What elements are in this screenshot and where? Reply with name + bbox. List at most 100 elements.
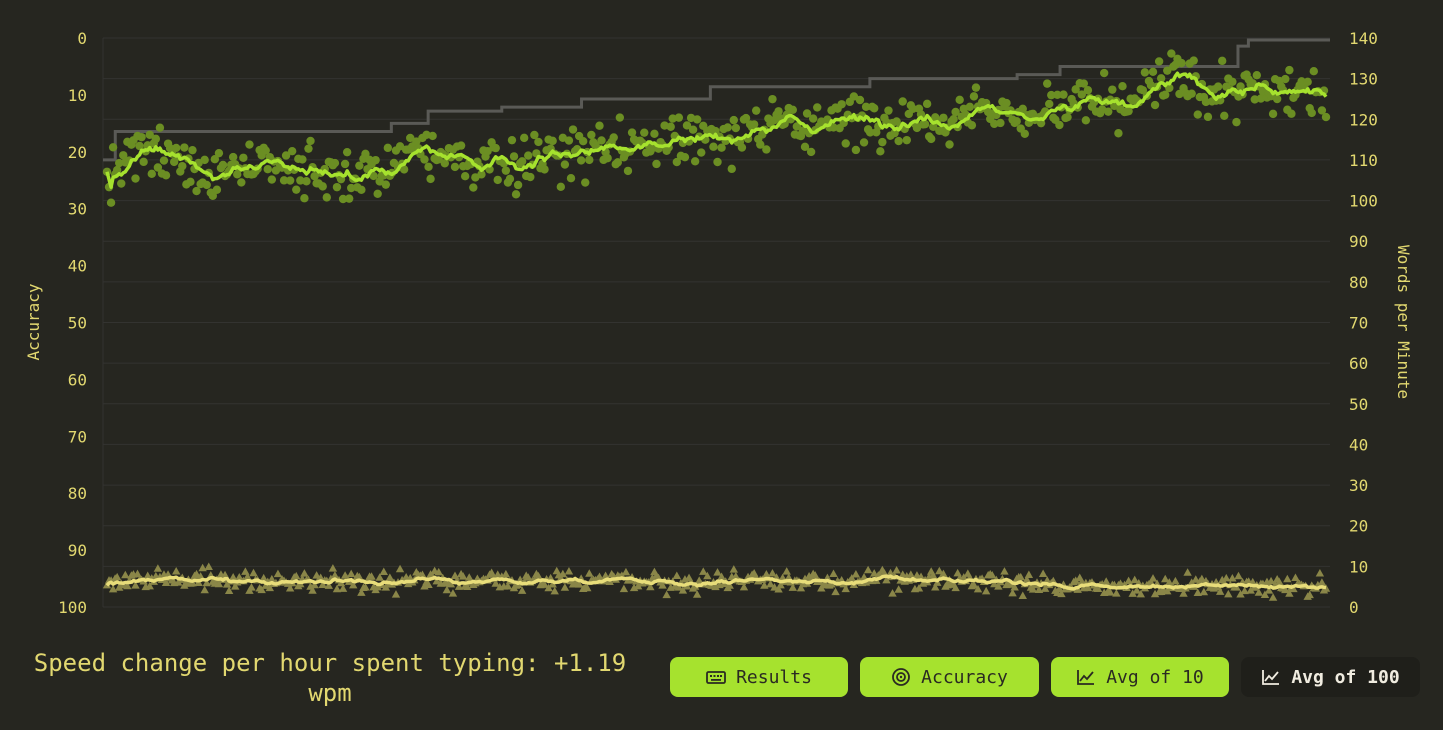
accuracy-point xyxy=(115,583,124,591)
wpm-point xyxy=(890,128,899,138)
avg-of-10-button[interactable]: Avg of 10 xyxy=(1051,657,1229,697)
accuracy-point xyxy=(796,583,806,592)
accuracy-point xyxy=(939,569,948,578)
wpm-point xyxy=(652,159,661,169)
accuracy-point xyxy=(418,570,427,579)
wpm-point xyxy=(304,144,313,153)
accuracy-point xyxy=(672,571,682,580)
wpm-point xyxy=(306,136,315,146)
accuracy-point xyxy=(347,569,356,578)
accuracy-point xyxy=(782,567,791,575)
accuracy-button[interactable]: Accuracy xyxy=(860,657,1039,697)
accuracy-point xyxy=(564,566,574,575)
accuracy-point xyxy=(1148,574,1158,582)
results-button[interactable]: Results xyxy=(670,657,848,697)
accuracy-point xyxy=(432,576,441,585)
accuracy-point xyxy=(338,584,348,592)
wpm-point xyxy=(1303,77,1312,87)
wpm-point xyxy=(878,137,887,147)
accuracy-point xyxy=(316,573,325,582)
accuracy-point xyxy=(1260,590,1270,598)
accuracy-point xyxy=(886,568,895,577)
accuracy-point xyxy=(1274,577,1284,585)
wpm-point xyxy=(477,170,486,179)
accuracy-point xyxy=(273,569,283,578)
accuracy-point xyxy=(133,569,142,578)
wpm-point xyxy=(1281,74,1290,84)
accuracy-point xyxy=(442,585,452,594)
wpm-point xyxy=(1150,100,1160,110)
wpm-average-polyline xyxy=(105,71,1328,189)
left-tick-label: 80 xyxy=(68,484,87,503)
accuracy-point xyxy=(220,570,230,579)
wpm-point xyxy=(741,113,751,123)
wpm-point xyxy=(1236,82,1245,91)
accuracy-point xyxy=(847,573,857,582)
wpm-point xyxy=(310,172,319,181)
wpm-point xyxy=(501,166,511,175)
wpm-point xyxy=(1285,65,1294,75)
wpm-point xyxy=(202,180,211,190)
accuracy-point xyxy=(241,567,250,575)
accuracy-point xyxy=(739,582,749,591)
wpm-point xyxy=(505,174,515,184)
wpm-point xyxy=(560,160,570,169)
left-axis-title: Accuracy xyxy=(24,283,43,360)
accuracy-point xyxy=(929,571,938,579)
wpm-point xyxy=(245,140,254,149)
wpm-point xyxy=(371,155,380,165)
wpm-point xyxy=(530,130,539,140)
right-tick-label: 0 xyxy=(1349,598,1359,617)
accuracy-point xyxy=(379,567,388,576)
wpm-point xyxy=(792,122,802,131)
target-icon xyxy=(892,668,911,686)
avg-of-100-button-label: Avg of 100 xyxy=(1291,666,1400,688)
wpm-points xyxy=(102,49,1331,207)
wpm-point xyxy=(813,103,822,112)
accuracy-point xyxy=(916,572,926,580)
wpm-point xyxy=(491,143,500,153)
wpm-point xyxy=(1309,66,1318,76)
wpm-point xyxy=(281,151,291,160)
wpm-point xyxy=(214,148,224,158)
wpm-point xyxy=(597,136,606,145)
wpm-point xyxy=(627,128,637,137)
wpm-point xyxy=(155,123,165,132)
wpm-point xyxy=(737,143,747,152)
accuracy-point xyxy=(487,568,496,576)
wpm-point xyxy=(338,194,348,204)
accuracy-point xyxy=(1215,587,1225,595)
wpm-point xyxy=(967,121,977,130)
accuracy-point xyxy=(145,581,154,590)
accuracy-point xyxy=(990,579,999,588)
wpm-point xyxy=(469,183,478,192)
left-axis-ticks: 0 10 20 30 40 50 60 70 80 90 100 xyxy=(58,29,87,617)
accuracy-point xyxy=(259,573,268,582)
accuracy-point xyxy=(1006,580,1015,588)
wpm-point xyxy=(507,135,517,145)
wpm-point xyxy=(697,148,706,157)
wpm-point xyxy=(865,128,875,137)
chart-line-icon xyxy=(1262,670,1280,685)
accuracy-point xyxy=(729,565,738,573)
right-axis-title: Words per Minute xyxy=(1394,245,1413,399)
wpm-point xyxy=(1268,109,1278,119)
accuracy-point xyxy=(829,569,838,577)
wpm-point xyxy=(361,149,370,159)
accuracy-point xyxy=(988,570,997,579)
wpm-point xyxy=(237,178,246,187)
chart-toggle-buttons: Results Accuracy Avg of 10 Avg of 100 xyxy=(670,657,1420,697)
accuracy-point xyxy=(674,583,684,591)
wpm-point xyxy=(723,123,732,132)
accuracy-point xyxy=(827,580,836,588)
wpm-point xyxy=(1167,49,1176,58)
accuracy-point xyxy=(310,580,319,589)
wpm-point xyxy=(342,147,352,157)
avg-of-100-button[interactable]: Avg of 100 xyxy=(1241,657,1420,697)
wpm-point xyxy=(576,156,586,165)
wpm-point xyxy=(159,156,169,165)
wpm-point xyxy=(517,157,527,166)
wpm-point xyxy=(1079,79,1089,88)
wpm-point xyxy=(524,151,533,160)
